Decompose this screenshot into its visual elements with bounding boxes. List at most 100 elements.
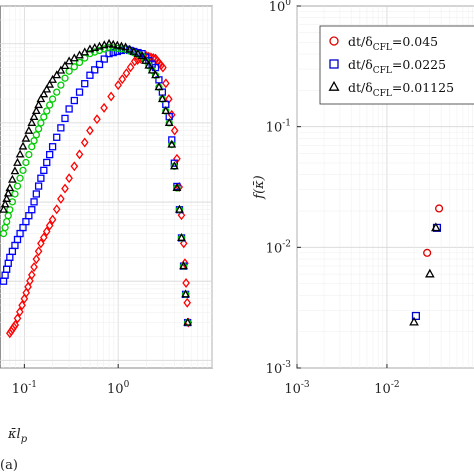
data-point <box>43 107 51 115</box>
data-point <box>183 317 193 326</box>
x-tick-label: 10-2 <box>374 380 399 397</box>
y-tick-label: 10-3 <box>266 360 292 377</box>
data-point <box>170 125 179 136</box>
legend-box <box>319 25 474 105</box>
data-point <box>11 319 20 330</box>
data-point <box>30 262 38 273</box>
data-point <box>144 60 154 69</box>
data-point <box>32 190 40 198</box>
data-point <box>112 40 122 49</box>
data-point <box>95 60 104 69</box>
data-point <box>24 125 34 134</box>
data-point <box>154 82 164 91</box>
data-point <box>43 158 51 167</box>
data-point <box>39 89 49 98</box>
data-point <box>0 199 10 208</box>
data-point <box>157 94 167 103</box>
right-panel: 10-3 10-2 100 10-1 10-2 10-3 f(κ̄) dt/δCFL=0.… <box>252 0 474 397</box>
data-point <box>34 246 43 257</box>
data-point <box>45 79 55 88</box>
data-point <box>10 166 20 175</box>
data-point <box>168 136 176 144</box>
data-point <box>39 232 48 243</box>
data-point <box>13 313 22 324</box>
data-point <box>151 70 160 79</box>
data-point <box>117 41 126 50</box>
left-marks <box>0 38 193 339</box>
data-point <box>172 183 182 192</box>
data-point <box>18 141 28 150</box>
data-point <box>57 81 65 89</box>
data-point <box>179 238 188 249</box>
data-point <box>57 193 65 204</box>
x-tick-label: 10-3 <box>284 380 310 397</box>
data-point <box>164 117 174 126</box>
data-point <box>100 102 108 113</box>
data-point <box>37 174 45 182</box>
data-point <box>52 70 62 79</box>
data-point <box>13 182 22 190</box>
data-point <box>65 67 73 75</box>
data-point <box>11 190 19 198</box>
data-point <box>45 220 54 231</box>
data-point <box>125 44 135 53</box>
data-point <box>30 198 38 206</box>
data-point <box>42 84 52 93</box>
data-point <box>53 133 61 141</box>
left-x-axis-label: κ̄lp <box>7 427 28 445</box>
data-point <box>32 254 41 265</box>
data-point <box>5 183 15 192</box>
legend-label: dt/δCFL=0.01125 <box>348 80 454 99</box>
data-point <box>27 117 37 126</box>
data-point <box>48 95 57 103</box>
y-tick-label: 10-1 <box>266 119 291 136</box>
data-point <box>93 114 101 125</box>
data-point <box>48 214 57 225</box>
right-y-axis-label: f(κ̄) <box>252 175 267 199</box>
data-point <box>37 119 45 127</box>
data-point <box>137 51 147 60</box>
data-point <box>423 248 432 257</box>
data-point <box>2 193 12 202</box>
data-point <box>13 157 22 166</box>
data-point <box>431 222 441 232</box>
data-point <box>108 39 118 48</box>
right-marks <box>409 204 444 326</box>
data-point <box>170 159 178 167</box>
data-point <box>80 137 89 148</box>
data-point <box>40 113 48 121</box>
data-point <box>161 106 171 115</box>
left-grid <box>0 5 213 369</box>
data-point <box>46 150 54 159</box>
data-point <box>100 55 108 63</box>
data-point <box>70 63 78 71</box>
data-point <box>118 74 127 85</box>
data-point <box>10 322 18 332</box>
y-tick-label: 100 <box>269 0 292 15</box>
data-point <box>177 210 186 221</box>
data-point <box>70 96 78 105</box>
data-point <box>149 52 158 63</box>
data-point <box>130 56 139 67</box>
data-point <box>122 68 131 79</box>
data-point <box>169 161 179 170</box>
data-point <box>159 62 167 73</box>
legend-label: dt/δCFL=0.0225 <box>348 57 446 76</box>
data-point <box>16 174 24 182</box>
data-point <box>15 149 25 158</box>
data-point <box>425 268 435 278</box>
data-point <box>34 100 44 109</box>
data-point <box>21 133 31 142</box>
data-point <box>7 174 17 183</box>
data-point <box>75 88 84 96</box>
legend: dt/δCFL=0.045 dt/δCFL=0.0225 dt/δCFL=0.011… <box>319 25 474 105</box>
data-point <box>48 143 57 151</box>
data-point <box>126 62 135 73</box>
data-point <box>167 139 177 148</box>
data-point <box>70 161 79 172</box>
data-point <box>86 71 94 79</box>
data-point <box>18 300 26 311</box>
data-point <box>104 38 114 47</box>
data-point <box>0 204 8 213</box>
legend-marker <box>328 80 340 91</box>
